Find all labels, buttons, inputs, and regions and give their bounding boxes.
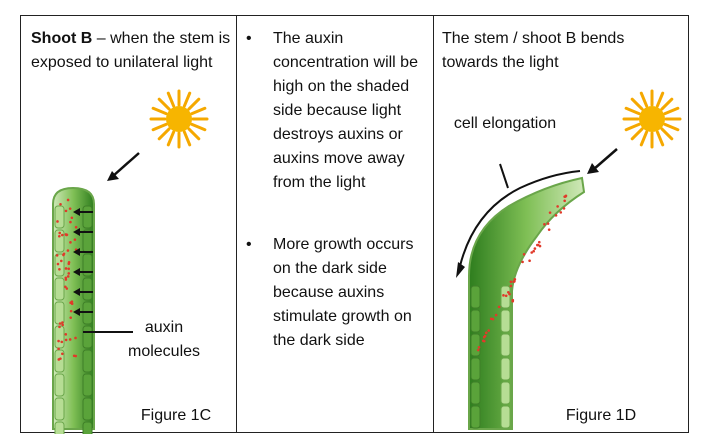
figure-1d-caption: Figure 1D	[565, 407, 637, 424]
light-arrow-icon	[587, 148, 618, 174]
shoot-c-diagram	[52, 89, 209, 434]
column-divider	[236, 16, 237, 432]
shoot-d-heading: The stem / shoot B bends towards the lig…	[442, 30, 625, 71]
sun-icon	[149, 89, 209, 149]
sun-icon	[622, 89, 682, 149]
list-item-text: More growth occurs on the dark side beca…	[273, 236, 414, 349]
bullet-icon: •	[246, 30, 252, 47]
elongation-arrow-icon	[456, 163, 581, 278]
shoot-d-column: The stem / shoot B bends towards the lig…	[434, 16, 688, 432]
bullet-icon: •	[246, 236, 252, 253]
list-item: • More growth occurs on the dark side be…	[243, 233, 429, 353]
list-item-text: The auxin concentration will be high on …	[273, 30, 418, 191]
column-divider	[433, 16, 434, 432]
stem-straight-icon	[52, 186, 95, 434]
shoot-b-column: Shoot B – when the stem is exposed to un…	[21, 16, 236, 434]
stem-bent-icon	[468, 176, 586, 430]
shoot-d-diagram	[456, 89, 682, 430]
figure-1c-caption: Figure 1C	[140, 407, 212, 424]
list-item: • The auxin concentration will be high o…	[243, 27, 429, 195]
cell-elongation-label: cell elongation	[453, 115, 557, 132]
shoot-b-heading: Shoot B – when the stem is exposed to un…	[31, 30, 231, 71]
comparison-table: Shoot B – when the stem is exposed to un…	[20, 15, 689, 434]
light-arrow-icon	[107, 152, 140, 181]
explanation-column: • The auxin concentration will be high o…	[237, 16, 433, 432]
auxin-molecules-label: auxin molecules	[127, 319, 201, 360]
